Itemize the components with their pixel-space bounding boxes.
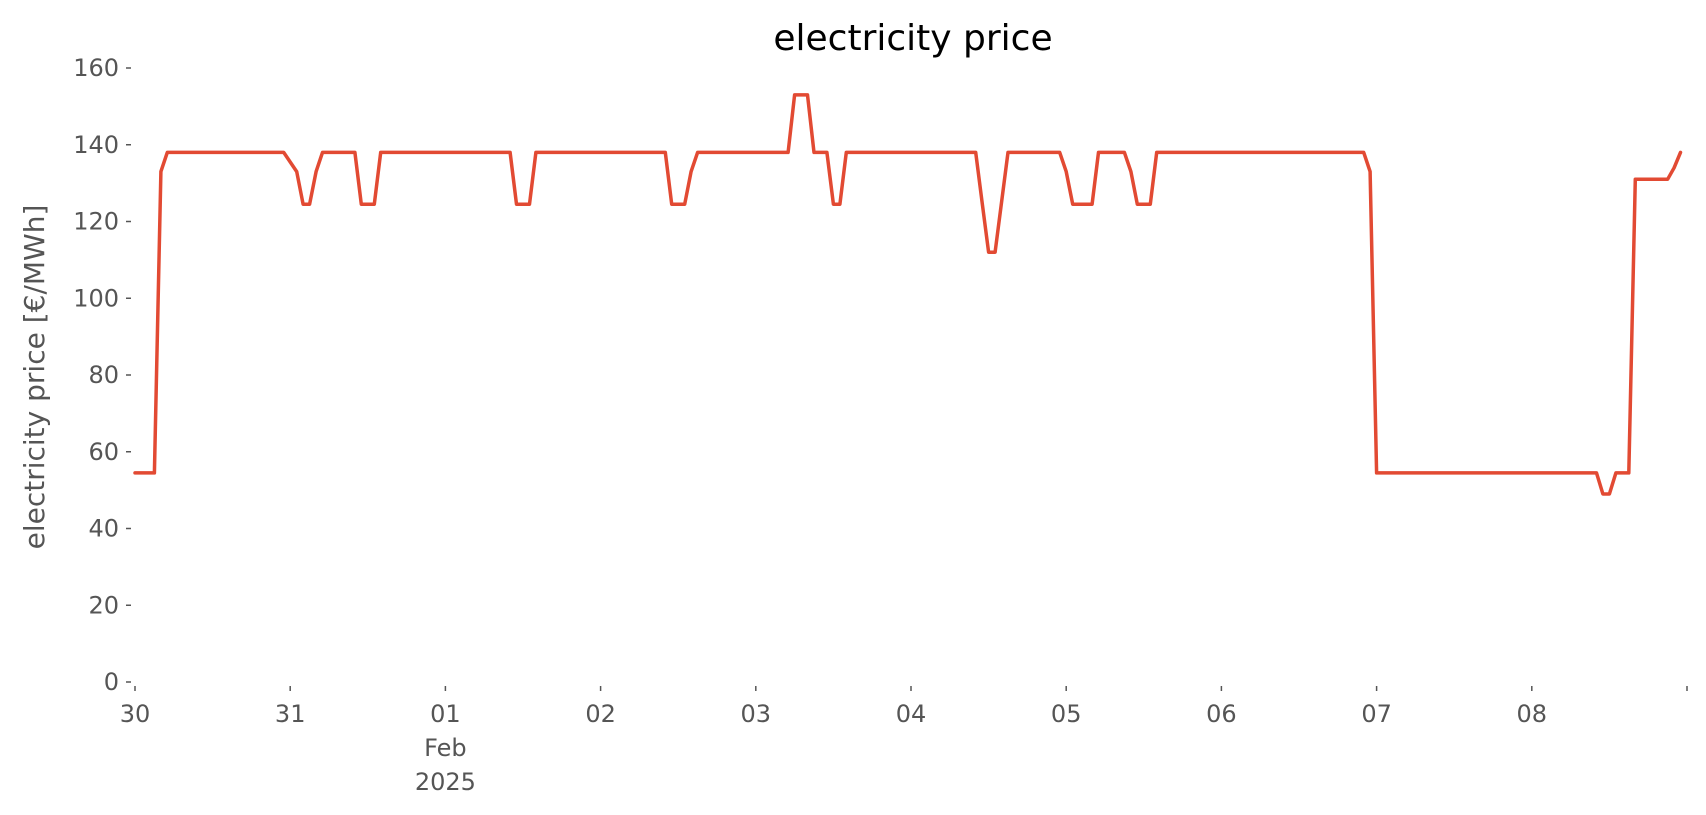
y-axis: 0 20 40 60 80 100 120 140 160 — [73, 54, 131, 696]
y-tick-label-6: 120 — [73, 208, 119, 236]
x-tick-label-3: 02 — [585, 700, 616, 728]
x-tick-label-7: 06 — [1206, 700, 1237, 728]
x-tick-label-9: 08 — [1517, 700, 1548, 728]
y-tick-label-2: 40 — [88, 515, 119, 543]
x-tick-year-label: 2025 — [415, 768, 476, 796]
x-tick-month-label: Feb — [424, 734, 467, 762]
x-tick-label-0: 30 — [120, 700, 151, 728]
y-tick-label-3: 60 — [88, 438, 119, 466]
y-tick-label-0: 0 — [104, 668, 119, 696]
series-line-0 — [133, 93, 1683, 496]
x-tick-label-2: 01 — [430, 700, 461, 728]
x-tick-label-5: 04 — [896, 700, 927, 728]
x-axis: 30 31 01 Feb 2025 02 03 04 05 06 07 08 — [120, 686, 1688, 796]
y-tick-label-5: 100 — [73, 284, 119, 312]
x-tick-label-8: 07 — [1361, 700, 1392, 728]
x-tick-label-4: 03 — [741, 700, 772, 728]
y-tick-label-7: 140 — [73, 131, 119, 159]
y-axis-label: electricity price [€/MWh] — [18, 205, 51, 550]
chart-title: electricity price — [773, 18, 1052, 59]
plot-area — [133, 93, 1683, 496]
x-tick-label-1: 31 — [275, 700, 306, 728]
y-tick-label-4: 80 — [88, 361, 119, 389]
y-tick-label-1: 20 — [88, 591, 119, 619]
y-tick-label-8: 160 — [73, 54, 119, 82]
x-tick-label-6: 05 — [1051, 700, 1082, 728]
